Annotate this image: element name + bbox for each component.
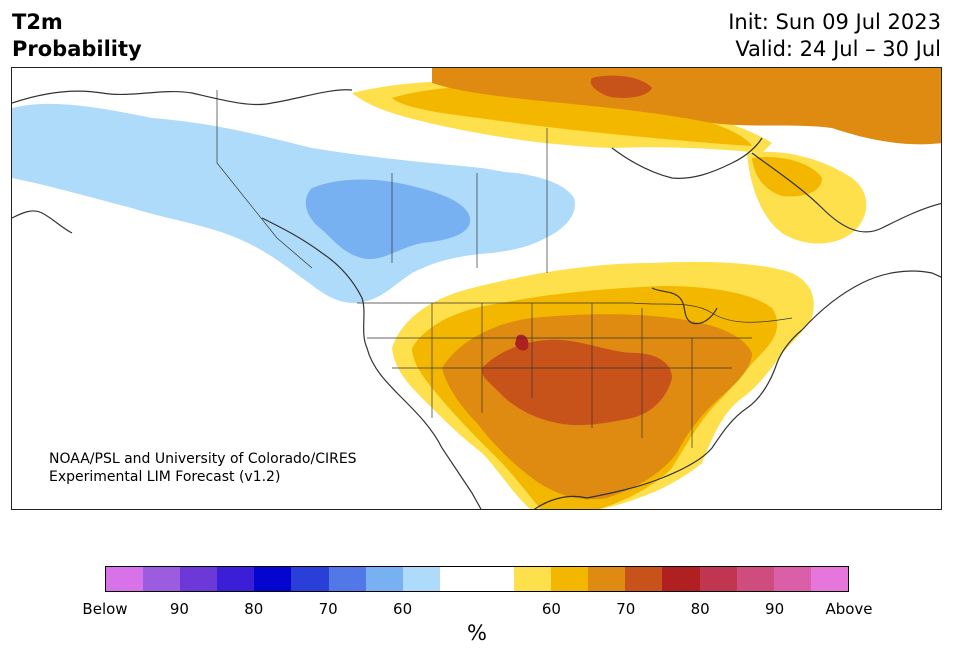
colorbar-tick-label: 60 xyxy=(541,600,561,618)
above-95-core xyxy=(515,334,529,351)
above-90-us xyxy=(481,339,672,426)
credit-line-2: Experimental LIM Forecast (v1.2) xyxy=(49,469,281,485)
colorbar-tick-label: 60 xyxy=(393,600,413,618)
colorbar-cell xyxy=(625,567,663,591)
colorbar-tick-label: 90 xyxy=(765,600,785,618)
below-70-region xyxy=(305,179,471,260)
colorbar-tick-label: Above xyxy=(825,600,873,618)
credit-line-1: NOAA/PSL and University of Colorado/CIRE… xyxy=(49,451,357,467)
colorbar-tick-label: 80 xyxy=(690,600,710,618)
colorbar-cell xyxy=(217,567,255,591)
colorbar-cell xyxy=(180,567,218,591)
below-60-region-2 xyxy=(467,171,575,247)
colorbar-cell xyxy=(106,567,144,591)
valid-date: Valid: 24 Jul – 30 Jul xyxy=(735,37,941,61)
political-borders xyxy=(216,90,793,448)
colorbar-tick-label: 70 xyxy=(318,600,338,618)
above-70-quebec xyxy=(752,157,822,197)
colorbar-cell xyxy=(588,567,626,591)
colorbar-cell xyxy=(773,567,811,591)
colorbar-cell xyxy=(291,567,329,591)
above-80-north xyxy=(432,68,941,145)
above-90-north xyxy=(590,75,652,98)
colorbar-cell xyxy=(810,567,848,591)
map-panel xyxy=(11,67,942,510)
credit-text: NOAA/PSL and University of Colorado/CIRE… xyxy=(49,450,357,486)
title-line-1: T2m xyxy=(12,10,63,34)
colorbar-cell xyxy=(254,567,292,591)
colorbar-cell xyxy=(476,567,515,591)
colorbar-tick-label: Below xyxy=(82,600,128,618)
below-60-region xyxy=(12,103,568,304)
colorbar-cell xyxy=(439,567,477,591)
colorbar-cell xyxy=(662,567,700,591)
colorbar-cell xyxy=(328,567,366,591)
colorbar-cell xyxy=(699,567,737,591)
colorbar-cell xyxy=(736,567,774,591)
title-line-2: Probability xyxy=(12,37,142,61)
forecast-dates: Init: Sun 09 Jul 2023 Valid: 24 Jul – 30… xyxy=(728,9,941,63)
map-title: T2m Probability xyxy=(12,9,142,63)
colorbar-tick-label: 90 xyxy=(169,600,189,618)
colorbar-cell xyxy=(514,567,552,591)
probability-map xyxy=(12,68,941,509)
colorbar-tick-label: 80 xyxy=(244,600,264,618)
colorbar-cell xyxy=(551,567,589,591)
colorbar-unit-label: % xyxy=(467,621,487,645)
above-70-north xyxy=(392,86,752,146)
colorbar-cell xyxy=(402,567,440,591)
colorbar-cell xyxy=(365,567,403,591)
coastlines xyxy=(12,89,941,509)
colorbar-tick-label: 70 xyxy=(616,600,636,618)
colorbar-cell xyxy=(143,567,181,591)
init-date: Init: Sun 09 Jul 2023 xyxy=(728,10,941,34)
colorbar xyxy=(105,566,849,592)
